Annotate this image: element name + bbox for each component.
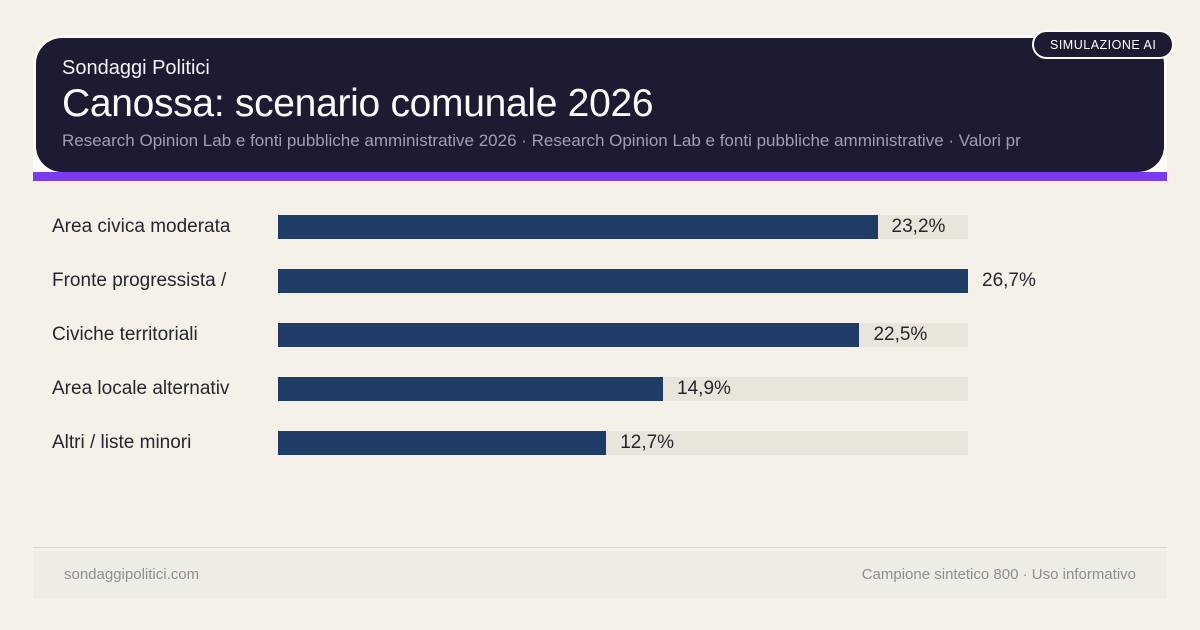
bar-track: 12,7% [278,431,968,455]
footer-note: Campione sintetico 800 · Uso informativo [861,566,1136,583]
bar-value: 12,7% [620,432,675,453]
accent-bar [33,172,1167,181]
bar-fill [278,215,878,239]
bar-label: Civiche territoriali [52,324,198,345]
header-kicker: Sondaggi Politici [62,57,210,79]
bar-track: 26,7% [278,269,1036,293]
bar-fill [278,377,664,401]
bar-row: Area civica moderata 23,2% [52,215,1132,239]
bar-row: Civiche territoriali 22,5% [52,323,1132,347]
bar-value: 14,9% [677,378,731,399]
footer-site: sondaggipolitici.com [64,566,200,583]
bar-chart: Area civica moderata 23,2% Fronte progress… [52,215,1132,485]
bar-label: Area civica moderata [52,216,231,237]
bar-value: 22,5% [873,324,928,345]
bar-label: Altri / liste minori [52,432,192,453]
bar-row: Altri / liste minori 12,7% [52,431,1132,455]
header: Sondaggi Politici Canossa: scenario comu… [36,38,1164,172]
bar-fill [278,323,860,347]
simulation-badge: SIMULAZIONE AI [1032,30,1175,59]
bar-value: 23,2% [891,216,946,237]
simulation-badge-label: SIMULAZIONE AI [1050,37,1157,52]
bar-row: Fronte progressista / 26,7% [52,269,1132,293]
bar-track: 23,2% [278,215,968,239]
bar-label: Area locale alternativ [52,378,230,399]
bar-fill [278,431,607,455]
footer: sondaggipolitici.com Campione sintetico … [33,551,1167,598]
bar-fill [278,269,968,293]
bar-label: Fronte progressista / [52,270,227,291]
header-subtitle: Research Opinion Lab e fonti pubbliche a… [62,131,1021,150]
footer-divider [33,547,1167,548]
bar-value: 26,7% [982,270,1036,291]
header-card: Sondaggi Politici Canossa: scenario comu… [33,35,1167,181]
bar-track: 14,9% [278,377,968,401]
page-title: Canossa: scenario comunale 2026 [62,82,654,125]
bar-track: 22,5% [278,323,968,347]
bar-row: Area locale alternativ 14,9% [52,377,1132,401]
